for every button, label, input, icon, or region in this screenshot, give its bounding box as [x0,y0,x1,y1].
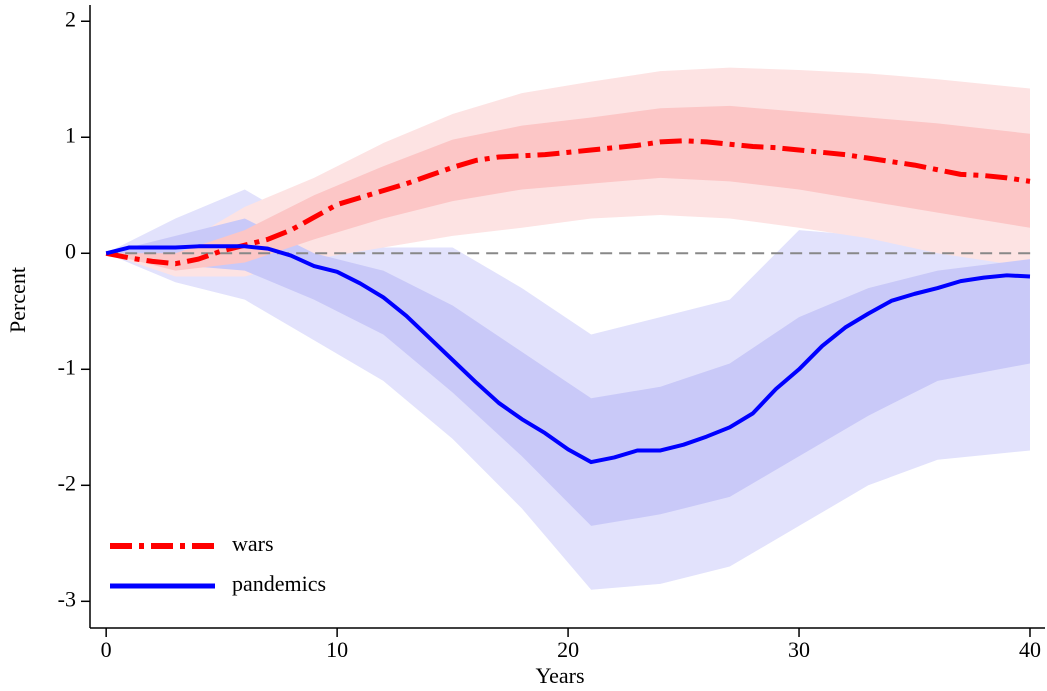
x-tick-label: 0 [101,637,112,662]
x-axis-label: Years [535,663,584,688]
confidence-band [106,218,1030,526]
x-tick-label: 30 [788,637,810,662]
line [105,138,1031,267]
y-tick-label: 2 [65,6,76,31]
x-tick-label: 10 [326,637,348,662]
confidence-band [106,105,1030,271]
x-tick-label: 20 [557,637,579,662]
legend-label: pandemics [232,571,326,596]
y-axis-label: Percent [5,267,30,333]
y-tick-label: 0 [65,238,76,263]
x-tick-label: 40 [1019,637,1041,662]
legend-label: wars [232,531,274,556]
y-tick-label: -2 [58,470,76,495]
line [105,244,1031,465]
y-tick-label: 1 [65,122,76,147]
y-tick-label: -3 [58,586,76,611]
y-tick-label: -1 [58,354,76,379]
